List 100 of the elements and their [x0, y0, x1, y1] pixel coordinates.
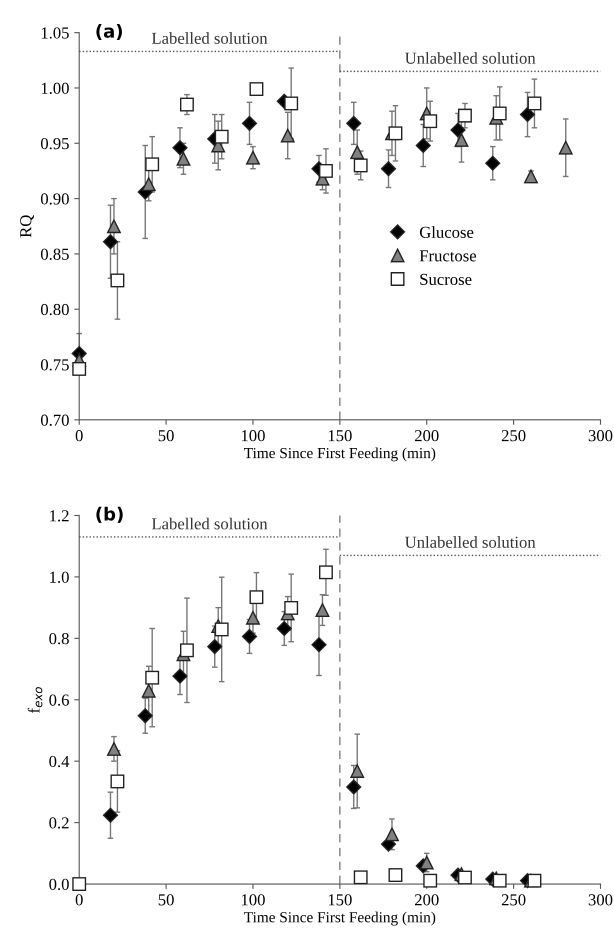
x-tick-label: 150: [328, 430, 352, 442]
point: [280, 128, 295, 142]
point: [138, 708, 153, 724]
x-tick-label: 250: [502, 430, 526, 442]
y-axis-title: f$_{exo}$: [28, 687, 42, 713]
y-tick-label: 0.2: [49, 817, 69, 829]
point: [110, 774, 124, 788]
point: [346, 116, 362, 131]
y-tick-label: 1.0: [50, 572, 69, 583]
point: [558, 140, 573, 155]
point: [319, 164, 333, 178]
point: [485, 156, 500, 171]
point: [388, 126, 402, 140]
point: [107, 742, 121, 756]
y-tick-label: 1.00: [42, 82, 69, 94]
point: [107, 219, 121, 234]
point: [214, 622, 229, 636]
point: [528, 874, 542, 888]
point: [246, 610, 260, 625]
point: [420, 856, 434, 870]
point: [145, 670, 160, 685]
x-tick-label: 50: [158, 894, 174, 906]
point: [450, 122, 466, 138]
y-tick-label: 1.05: [42, 27, 69, 39]
y-tick-label: 0.75: [40, 359, 69, 371]
point: [524, 170, 538, 184]
point: [354, 158, 368, 172]
point: [250, 590, 264, 604]
point: [350, 145, 364, 160]
point: [180, 643, 194, 658]
point: [142, 684, 156, 698]
point: [72, 362, 86, 376]
point: [172, 140, 188, 156]
point: [284, 600, 298, 615]
ref-line-label: Unlabelled solution: [405, 536, 536, 548]
point: [423, 114, 438, 128]
y-tick-label: 0.80: [40, 304, 69, 316]
point: [492, 874, 507, 888]
x-tick-label: 50: [158, 430, 174, 442]
ref-line-label: Unlabelled solution: [405, 52, 536, 64]
chart-title: (a): [96, 24, 122, 40]
chart-title: (b): [96, 506, 123, 523]
point: [492, 106, 507, 120]
y-tick-label: 0.4: [49, 756, 70, 768]
x-axis-title: Time Since First Feeding (min): [244, 912, 436, 926]
point: [242, 116, 258, 131]
point: [385, 827, 399, 842]
x-tick-label: 300: [588, 430, 612, 442]
point: [142, 177, 156, 192]
x-axis-title: Time Since First Feeding (min): [244, 447, 436, 462]
x-tick-label: 150: [328, 894, 352, 906]
point: [102, 808, 118, 823]
point: [110, 274, 124, 288]
point: [172, 668, 188, 684]
y-tick-label: 0.8: [49, 633, 69, 644]
point: [423, 874, 438, 888]
x-tick-label: 100: [242, 430, 265, 442]
point: [176, 152, 190, 166]
point: [458, 870, 472, 885]
point: [528, 96, 542, 110]
y-tick-label: 1.2: [50, 510, 69, 522]
point: [346, 779, 362, 795]
y-tick-label: 0.95: [40, 138, 69, 150]
x-tick-label: 250: [502, 894, 526, 906]
ref-line-label: Labelled solution: [152, 518, 268, 530]
y-axis-title: RQ: [20, 214, 34, 238]
point: [354, 870, 368, 884]
x-tick-label: 100: [242, 894, 265, 906]
point: [276, 620, 292, 636]
x-tick-label: 200: [414, 430, 439, 442]
point: [416, 138, 431, 154]
point: [72, 877, 86, 891]
legend-label: Fructose: [420, 250, 476, 262]
y-tick-label: 0.90: [40, 193, 69, 205]
point: [246, 150, 260, 165]
point: [180, 98, 194, 112]
legend-label: Glucose: [420, 226, 474, 238]
point: [214, 130, 229, 144]
point: [458, 108, 472, 123]
x-tick-label: 200: [414, 894, 439, 906]
y-tick-label: 0.0: [49, 878, 69, 890]
y-tick-label: 0.70: [40, 414, 69, 426]
point: [380, 161, 396, 176]
y-tick-label: 0.85: [40, 248, 69, 260]
point: [350, 764, 364, 778]
ref-line-label: Labelled solution: [152, 32, 268, 44]
point: [284, 96, 298, 110]
point: [319, 565, 333, 580]
point: [454, 133, 468, 147]
point: [316, 603, 330, 618]
point: [520, 106, 536, 122]
x-tick-label: 0: [76, 430, 83, 442]
y-tick-label: 0.6: [49, 694, 69, 706]
point: [311, 637, 327, 652]
point: [145, 157, 160, 172]
point: [102, 234, 118, 250]
point: [207, 639, 222, 654]
x-tick-label: 0: [76, 894, 83, 906]
legend-label: Sucrose: [420, 274, 472, 285]
point: [242, 628, 258, 644]
